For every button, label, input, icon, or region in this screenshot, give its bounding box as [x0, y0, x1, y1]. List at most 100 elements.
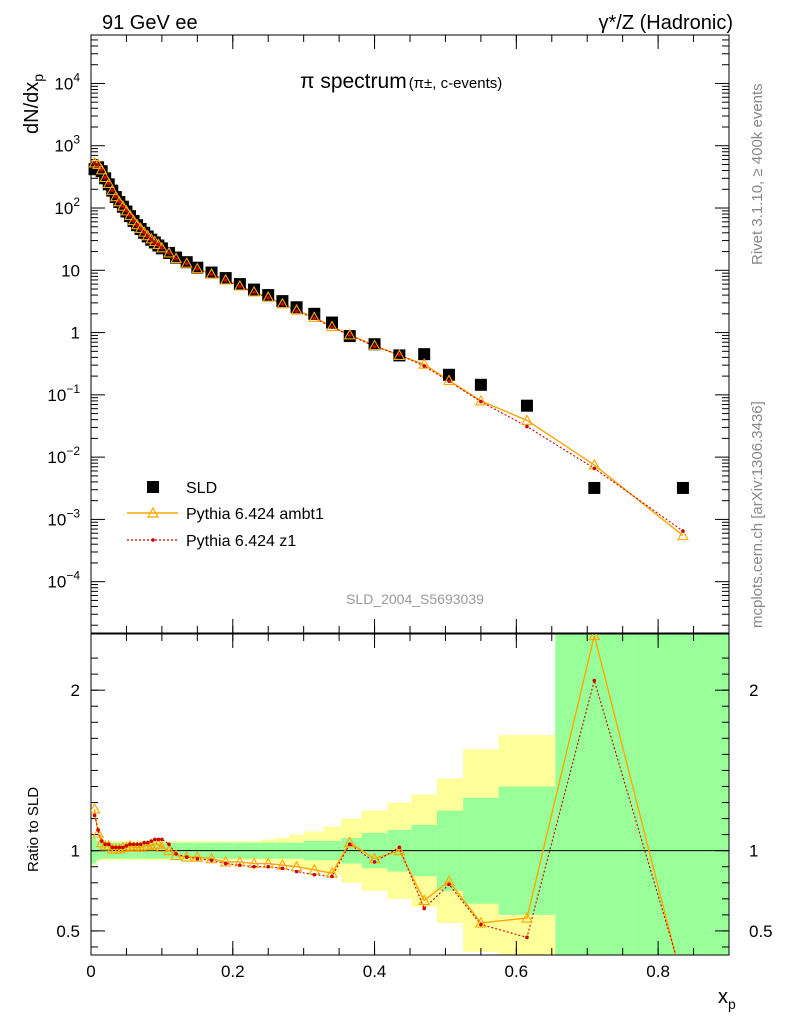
- plot-title-sub: (π±, c-events): [409, 75, 503, 92]
- ratio-point-ambt1: [588, 634, 601, 641]
- ratio-point-z1: [153, 837, 157, 842]
- ratio-point-z1: [96, 828, 100, 832]
- data-point-z1: [117, 200, 122, 204]
- ratio-point-z1: [103, 842, 107, 847]
- ratio-point-ambt1: [393, 844, 406, 856]
- ratio-point-z1: [135, 842, 139, 847]
- data-point-z1: [114, 195, 118, 199]
- ratio-uncertainty-bands: [91, 634, 729, 955]
- ratio-data: [91, 634, 677, 955]
- legend-label-sld: SLD: [186, 480, 217, 497]
- ratio-tick-label: 1: [71, 842, 80, 861]
- ratio-point-z1: [330, 874, 334, 879]
- legend-marker-sld: [147, 481, 159, 493]
- ratio-point-z1: [114, 845, 118, 850]
- data-point-z1: [124, 209, 129, 213]
- data-point-z1: [447, 379, 451, 384]
- header-right: γ*/Z (Hadronic): [599, 12, 733, 34]
- y-tick-label: 103: [54, 133, 80, 156]
- data-point-ambt1: [233, 279, 246, 291]
- data-point-z1: [96, 162, 100, 167]
- ratio-tick-label-right: 2: [749, 681, 758, 700]
- data-point-ambt1: [106, 184, 119, 195]
- data-point-z1: [266, 296, 271, 300]
- x-tick-label: 0.2: [221, 962, 245, 981]
- plot-title: π spectrum (π±, c-events): [300, 70, 502, 93]
- data-point-z1: [422, 364, 426, 368]
- ratio-tick-label: 2: [71, 681, 80, 700]
- data-point-z1: [184, 261, 189, 266]
- ratio-point-z1: [142, 840, 146, 845]
- ratio-point-z1: [422, 906, 426, 911]
- ratio-point-z1: [479, 922, 483, 927]
- legend-label-ambt1: Pythia 6.424 ambt1: [186, 506, 324, 523]
- data-point-sld: [368, 338, 381, 351]
- data-point-sld: [418, 348, 431, 361]
- side-text-top: Rivet 3.1.10, ≥ 400k events: [749, 83, 766, 265]
- data-point-z1: [397, 352, 402, 357]
- data-point-sld: [676, 481, 689, 494]
- y-tick-label: 10: [61, 261, 80, 280]
- ratio-point-ambt1: [521, 911, 533, 923]
- data-point-z1: [330, 325, 334, 329]
- data-point-z1: [479, 399, 483, 404]
- band-inner: [633, 634, 729, 955]
- x-tick-label: 0.4: [363, 962, 387, 981]
- ratio-point-ambt1: [205, 852, 218, 864]
- ratio-point-z1: [92, 813, 97, 818]
- data-point-z1: [110, 188, 115, 193]
- ratio-point-ambt1: [163, 844, 175, 856]
- ratio-point-ambt1: [134, 841, 147, 853]
- ratio-axis-label: Ratio to SLD: [25, 787, 42, 872]
- y-tick-label: 10−2: [47, 444, 80, 467]
- y-tick-label: 1: [71, 324, 80, 343]
- data-point-z1: [525, 424, 529, 429]
- x-tick-label: 0: [86, 962, 95, 981]
- data-point-ambt1: [326, 320, 338, 332]
- ratio-point-z1: [525, 935, 529, 940]
- data-point-ambt1: [163, 246, 175, 258]
- ratio-point-z1: [156, 837, 161, 842]
- legend-label-z1: Pythia 6.424 z1: [186, 533, 296, 550]
- ratio-point-z1: [138, 842, 143, 847]
- band-inner: [555, 634, 634, 955]
- ratio-point-z1: [347, 842, 352, 847]
- ratio-line-z1: [94, 678, 677, 955]
- data-point-z1: [280, 302, 285, 307]
- ratio-point-z1: [294, 869, 299, 874]
- ratio-point-z1: [131, 842, 136, 847]
- data-point-ambt1: [343, 328, 356, 340]
- legend: SLD Pythia 6.424 ambt1 Pythia 6.424 z1: [127, 480, 324, 550]
- data-point-z1: [92, 161, 97, 166]
- y-tick-label: 10−4: [47, 569, 80, 592]
- ratio-tick-label-right: 1: [749, 842, 758, 861]
- data-point-ambt1: [170, 252, 183, 263]
- x-axis-label-sub: p: [728, 996, 736, 1012]
- data-point-ambt1: [418, 358, 431, 369]
- data-point-z1: [223, 278, 228, 283]
- data-point-z1: [592, 466, 597, 471]
- series-line-z1: [94, 162, 684, 532]
- x-axis-label-main: x: [718, 986, 728, 1008]
- y-tick-label: 102: [54, 195, 80, 218]
- data-point-ambt1: [219, 273, 232, 285]
- y-axis-label-sub: p: [30, 74, 46, 82]
- ratio-point-z1: [145, 840, 150, 845]
- data-point-ambt1: [124, 209, 136, 220]
- ratio-point-z1: [280, 866, 285, 871]
- data-point-z1: [138, 227, 143, 231]
- ratio-point-z1: [209, 858, 214, 863]
- data-point-ambt1: [290, 303, 303, 315]
- ratio-point-z1: [266, 864, 271, 869]
- x-axis-label: xp: [718, 986, 736, 1012]
- header-left: 91 GeV ee: [102, 12, 198, 34]
- y-tick-label: 10−3: [47, 506, 80, 529]
- ratio-tick-label: 0.5: [56, 922, 80, 941]
- data-point-ambt1: [248, 285, 260, 297]
- series-line-ambt1: [94, 162, 684, 537]
- data-point-ambt1: [205, 267, 218, 279]
- ratio-point-ambt1: [180, 850, 193, 862]
- y-axis-label-main: dN/dx: [21, 82, 43, 134]
- data-point-z1: [372, 344, 377, 349]
